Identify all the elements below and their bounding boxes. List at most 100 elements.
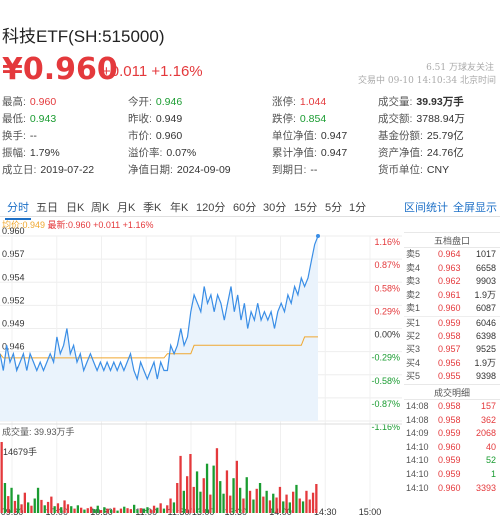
tab-5[interactable]: 季K [143,202,162,214]
stat-item: 成交量: 39.93万手 [378,94,464,109]
volume-bar [275,497,278,513]
order-cell: 9903 [475,276,496,287]
tab-0[interactable]: 分时 [5,199,31,220]
volume-bar [3,483,7,513]
stat-item: 跌停: 0.854 [272,111,326,126]
tab-6[interactable]: 年K [170,202,189,214]
tab-9[interactable]: 30分 [263,202,287,214]
volume-bar [36,487,40,513]
volume-bar [156,507,159,513]
volume-bar [103,507,106,513]
volume-bar [232,478,235,513]
order-cell: 买2 [406,330,421,341]
tab-2[interactable]: 日K [66,202,85,214]
order-cell: 9398 [475,371,496,382]
trade-row: 14:10 0.959 1 [404,468,500,482]
x-tick-label: 11:00 [135,507,157,517]
volume-bar [60,507,63,513]
chart-period-tabs: 分时 五日 日K 周K 月K 季K 年K 120分 60分 30分 15分 5分 1分 区间统计 全屏显示 [0,197,500,220]
volume-bar [162,508,166,513]
order-cell: 卖2 [406,289,421,300]
y-pct-label: 1.16% [374,237,400,247]
fullscreen-link[interactable]: 全屏显示 [453,202,497,214]
stat-item: 资产净值: 24.76亿 [378,145,464,160]
volume-bar [278,486,282,513]
fund-title: 科技ETF(SH:515000) [2,27,165,46]
volume-bar [288,502,291,513]
volume-bar [142,508,146,513]
volume-bar [126,508,129,513]
trade-row: 14:10 0.960 40 [404,441,500,455]
price-change: +0.011 +1.16% [102,63,203,80]
volume-bar [56,503,60,513]
stat-label: 涨停: [272,96,296,108]
volume-bar [133,504,136,513]
order-row: 买5 0.955 9398 [404,370,500,384]
stat-item: 涨停: 1.044 [272,94,326,109]
stat-item: 市价: 0.960 [128,128,182,143]
order-cell: 14:10 [406,482,429,493]
stat-label: 最低: [2,113,26,125]
tab-10[interactable]: 15分 [294,202,318,214]
trade-row: 14:08 0.958 157 [404,400,500,414]
y-pct-label: 0.58% [374,283,400,293]
stat-value: -- [310,164,318,176]
tab-12[interactable]: 1分 [349,202,367,214]
volume-bar [262,496,265,513]
order-cell: 14:09 [406,428,429,439]
y-pct-label: 0.87% [374,260,400,270]
order-cell: 0.958 [438,414,461,425]
order-cell: 0.964 [438,249,461,259]
stat-label: 基金份额: [378,130,423,142]
volume-bar [202,478,205,513]
tab-1[interactable]: 五日 [36,202,58,214]
stat-value: 0.947 [320,147,348,159]
order-cell: 1.9万 [474,357,496,368]
intraday-chart[interactable]: 0.960 1.16% 0.957 0.87% 0.954 0.58% 0.952 0.29%… [0,226,404,518]
order-cell: 0.958 [438,400,461,411]
volume-bar [225,470,229,513]
order-cell: 157 [480,400,496,411]
volume-bar [30,505,33,513]
stat-item: 今开: 0.946 [128,94,182,109]
stat-label: 今开: [128,96,152,108]
tab-3[interactable]: 周K [91,202,110,214]
order-cell: 14:10 [406,468,429,479]
stat-value: 1.044 [299,96,327,108]
order-cell: 52 [485,455,496,466]
tab-7[interactable]: 120分 [196,202,226,214]
volume-bar [215,448,219,513]
volume-bar [89,506,93,513]
order-book-title: 五档盘口 [404,232,500,248]
trade-row: 14:10 0.959 52 [404,454,500,468]
range-stats-link[interactable]: 区间统计 [404,202,448,214]
y-pct-label: -0.29% [371,353,400,363]
volume-bar [76,505,79,513]
order-cell: 1.9万 [474,289,496,300]
volume-bar [10,487,13,513]
volume-bar [315,484,318,513]
stat-label: 市价: [128,130,152,142]
order-row: 卖3 0.962 9903 [404,275,500,289]
y-pct-label: -1.16% [371,422,400,432]
volume-bar [50,496,53,513]
order-cell: 14:08 [406,400,429,411]
volume-bar [212,465,215,513]
volume-bar [63,500,66,513]
order-row: 买2 0.958 6398 [404,330,500,344]
volume-bar [40,499,43,513]
stat-label: 成立日: [2,164,37,176]
stat-label: 昨收: [128,113,152,125]
volume-bar [272,493,275,513]
tab-4[interactable]: 月K [117,202,136,214]
volume-bar [106,508,109,513]
volume-max-amount: 14679手 [3,447,38,457]
stat-label: 货币单位: [378,164,423,176]
latest-price-legend: 最新:0.960 +0.011 +1.16% [47,220,154,230]
stat-value: 24.76亿 [426,147,464,159]
tab-11[interactable]: 5分 [325,202,343,214]
order-cell: 6046 [475,317,496,328]
volume-bar [73,508,76,513]
tab-8[interactable]: 60分 [233,202,257,214]
y-pct-label: -0.87% [371,399,400,409]
